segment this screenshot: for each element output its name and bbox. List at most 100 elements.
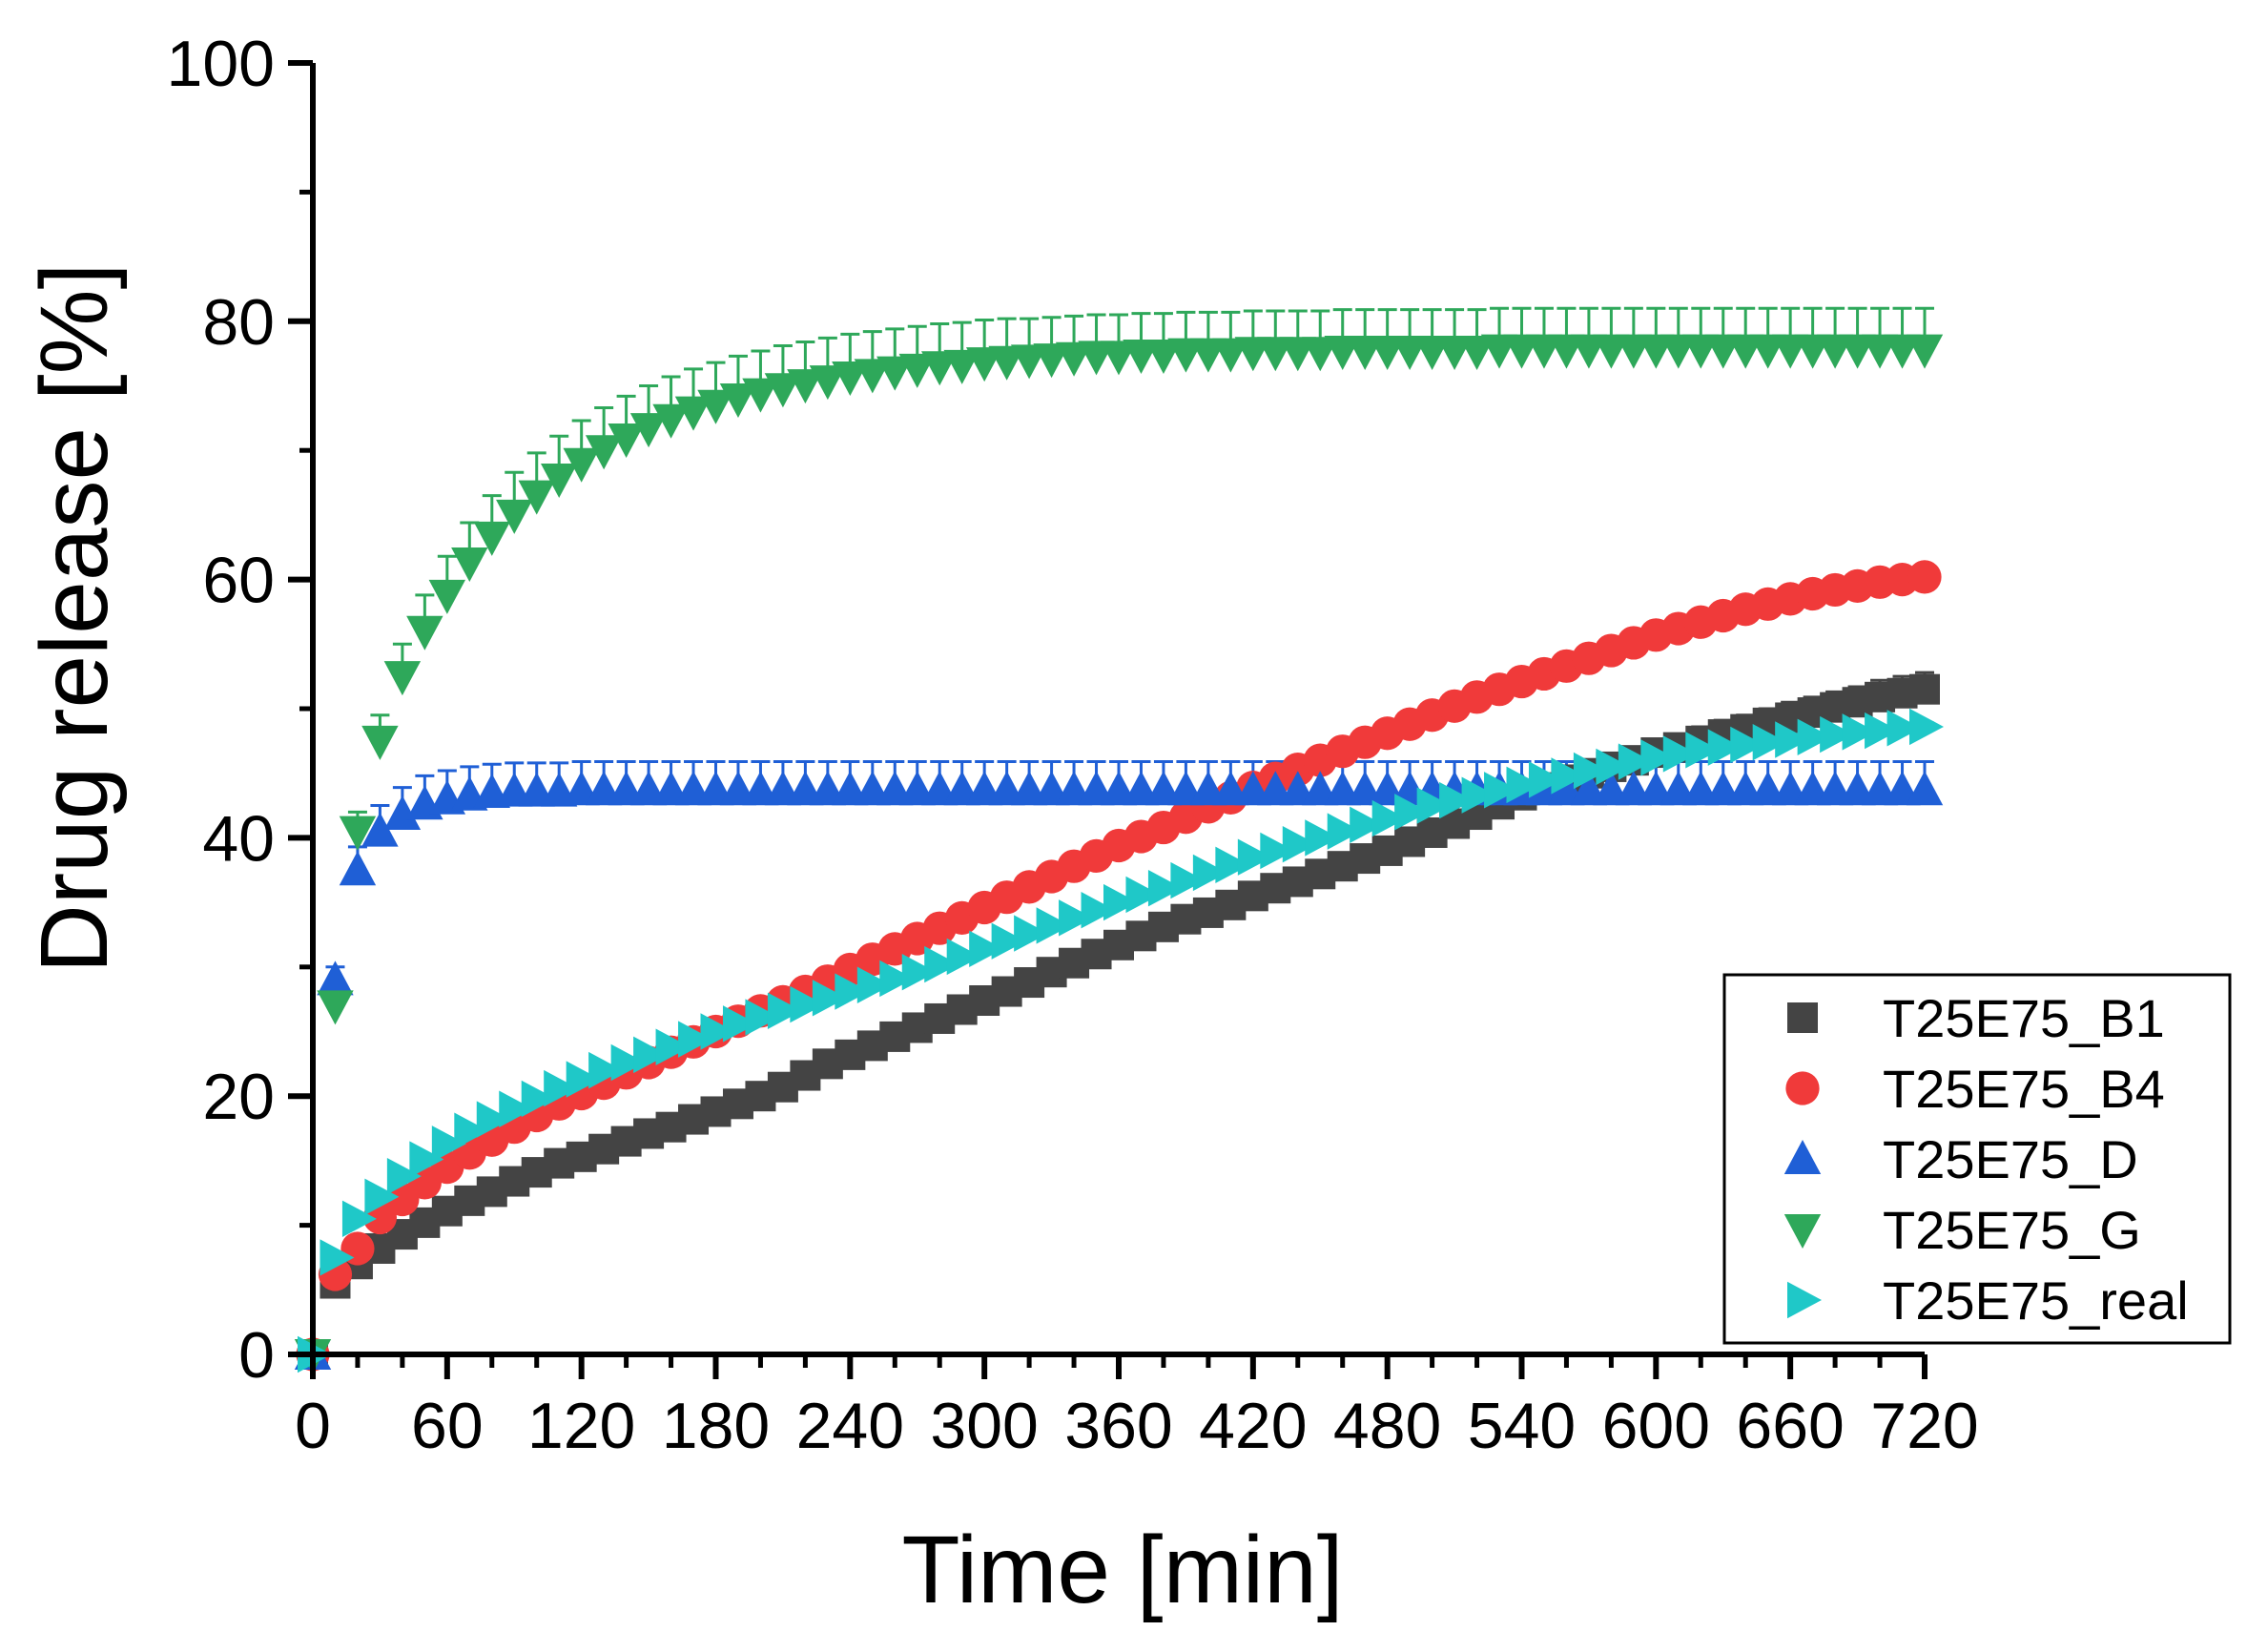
data-point xyxy=(361,812,399,847)
data-point xyxy=(898,353,936,388)
data-point xyxy=(787,369,824,404)
data-point xyxy=(1237,838,1272,876)
data-point xyxy=(1014,915,1049,952)
data-point xyxy=(431,1125,466,1163)
legend-item-T25E75_G: T25E75_G xyxy=(1783,1200,2141,1260)
markers-layer xyxy=(294,334,1944,1373)
data-point xyxy=(588,1051,624,1089)
legend-label: T25E75_G xyxy=(1883,1200,2141,1260)
x-tick-label: 300 xyxy=(930,1390,1038,1462)
data-point xyxy=(1865,712,1900,750)
data-point xyxy=(409,1141,444,1178)
data-point xyxy=(521,1080,556,1118)
data-point xyxy=(1909,708,1944,746)
legend-marker xyxy=(1787,1002,1818,1033)
data-point xyxy=(1484,772,1519,809)
data-point xyxy=(1458,335,1495,370)
data-point xyxy=(1730,726,1765,764)
data-point xyxy=(1055,341,1093,377)
data-point xyxy=(499,1090,534,1127)
data-point xyxy=(1302,337,1339,372)
data-point xyxy=(1842,713,1877,751)
data-point xyxy=(1907,560,1942,594)
data-point xyxy=(1506,766,1541,804)
legend-item-T25E75_B1: T25E75_B1 xyxy=(1787,988,2165,1048)
data-point xyxy=(317,990,354,1025)
data-point xyxy=(341,1200,377,1238)
data-point xyxy=(1192,854,1227,892)
data-point xyxy=(320,1239,355,1276)
data-point xyxy=(1909,673,1940,705)
data-point xyxy=(1596,748,1631,786)
data-point xyxy=(1618,743,1653,780)
x-tick-label: 0 xyxy=(295,1390,331,1462)
data-point xyxy=(879,960,915,998)
data-point xyxy=(1662,735,1698,773)
data-point xyxy=(476,1101,511,1138)
data-point xyxy=(451,547,488,582)
data-point xyxy=(790,985,825,1023)
data-point xyxy=(563,447,600,483)
x-tick-label: 180 xyxy=(662,1390,770,1462)
data-point xyxy=(722,1005,757,1043)
x-tick-label: 660 xyxy=(1736,1390,1844,1462)
data-point xyxy=(854,359,892,394)
data-point xyxy=(1260,832,1295,870)
data-point xyxy=(652,403,690,439)
data-point xyxy=(1305,819,1340,857)
data-point xyxy=(386,1157,422,1195)
data-point xyxy=(406,615,443,650)
data-point xyxy=(1906,771,1944,806)
data-point xyxy=(745,999,780,1036)
data-point xyxy=(454,1112,489,1149)
data-point xyxy=(1752,724,1787,761)
legend-item-T25E75_D: T25E75_D xyxy=(1783,1129,2138,1189)
x-tick-label: 480 xyxy=(1333,1390,1441,1462)
data-point xyxy=(361,725,399,760)
data-point xyxy=(655,1028,691,1065)
data-point xyxy=(1350,806,1385,844)
y-tick-label: 0 xyxy=(238,1319,275,1392)
data-point xyxy=(339,816,377,851)
data-point xyxy=(1081,892,1116,929)
x-tick-label: 600 xyxy=(1602,1390,1710,1462)
data-point xyxy=(809,365,847,401)
legend-label: T25E75_B4 xyxy=(1883,1059,2165,1119)
legend-label: T25E75_real xyxy=(1883,1270,2189,1331)
x-tick-label: 60 xyxy=(411,1390,484,1462)
y-tick-label: 40 xyxy=(202,802,275,875)
data-point xyxy=(1775,721,1810,758)
data-point xyxy=(1573,752,1608,790)
y-axis-title: Drug release [%] xyxy=(21,263,128,974)
data-point xyxy=(969,930,1004,968)
data-point xyxy=(629,413,668,448)
data-point xyxy=(876,356,914,391)
data-point xyxy=(473,521,510,556)
data-point xyxy=(901,954,937,991)
data-point xyxy=(1059,899,1094,937)
data-point xyxy=(1125,876,1161,914)
data-point xyxy=(1033,343,1070,379)
data-point xyxy=(767,992,802,1030)
data-point xyxy=(1886,710,1922,747)
legend-label: T25E75_D xyxy=(1883,1129,2138,1189)
data-point xyxy=(1215,846,1250,884)
data-point xyxy=(364,1178,400,1216)
y-tick-label: 60 xyxy=(202,545,275,617)
legend-item-T25E75_B4: T25E75_B4 xyxy=(1785,1059,2165,1119)
data-point xyxy=(832,361,869,397)
data-point xyxy=(1327,813,1362,850)
legend-item-T25E75_real: T25E75_real xyxy=(1787,1270,2189,1331)
x-tick-label: 120 xyxy=(527,1390,635,1462)
data-point xyxy=(719,383,757,419)
legend-marker xyxy=(1783,1140,1822,1174)
legend-label: T25E75_B1 xyxy=(1883,988,2165,1048)
legend: T25E75_B1 T25E75_B4 T25E75_D T25E75_G T25E75… xyxy=(1722,973,2232,1345)
data-point xyxy=(1551,757,1586,795)
data-point xyxy=(1170,861,1206,899)
y-tick-label: 80 xyxy=(202,286,275,359)
data-point xyxy=(965,347,1003,382)
data-point xyxy=(921,351,959,386)
data-point xyxy=(540,463,578,498)
